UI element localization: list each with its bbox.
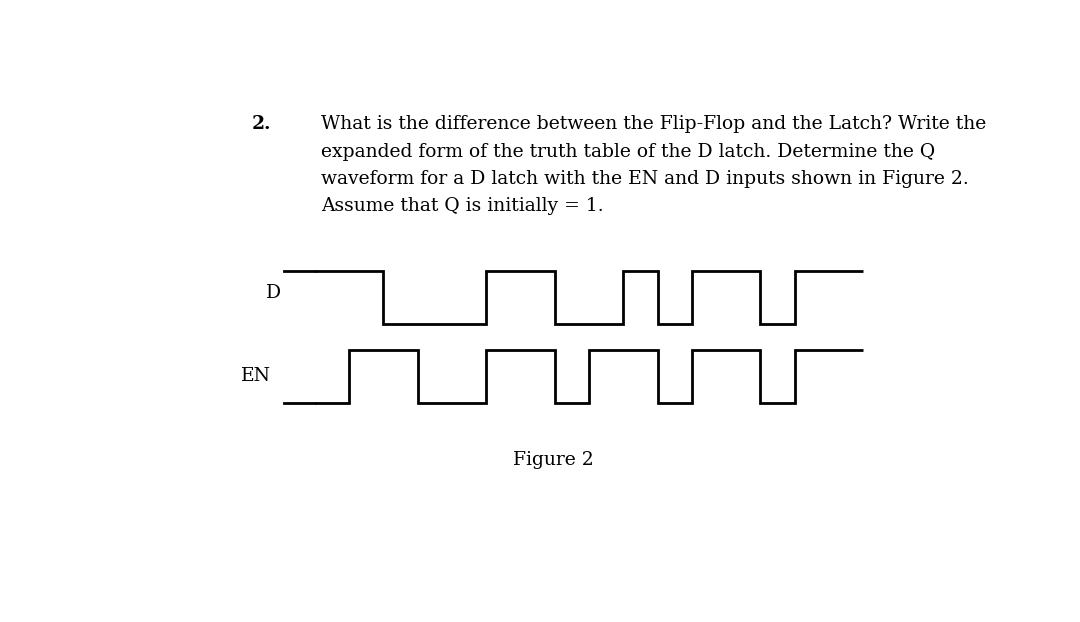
Text: What is the difference between the Flip-Flop and the Latch? Write the: What is the difference between the Flip-… [321,115,986,133]
Text: Assume that Q is initially = 1.: Assume that Q is initially = 1. [321,197,604,215]
Text: expanded form of the truth table of the D latch. Determine the Q: expanded form of the truth table of the … [321,142,935,160]
Text: D: D [267,284,282,302]
Text: waveform for a D latch with the EN and D inputs shown in Figure 2.: waveform for a D latch with the EN and D… [321,170,969,188]
Text: EN: EN [242,368,271,386]
Text: Figure 2: Figure 2 [513,450,594,468]
Text: 2.: 2. [253,115,272,133]
